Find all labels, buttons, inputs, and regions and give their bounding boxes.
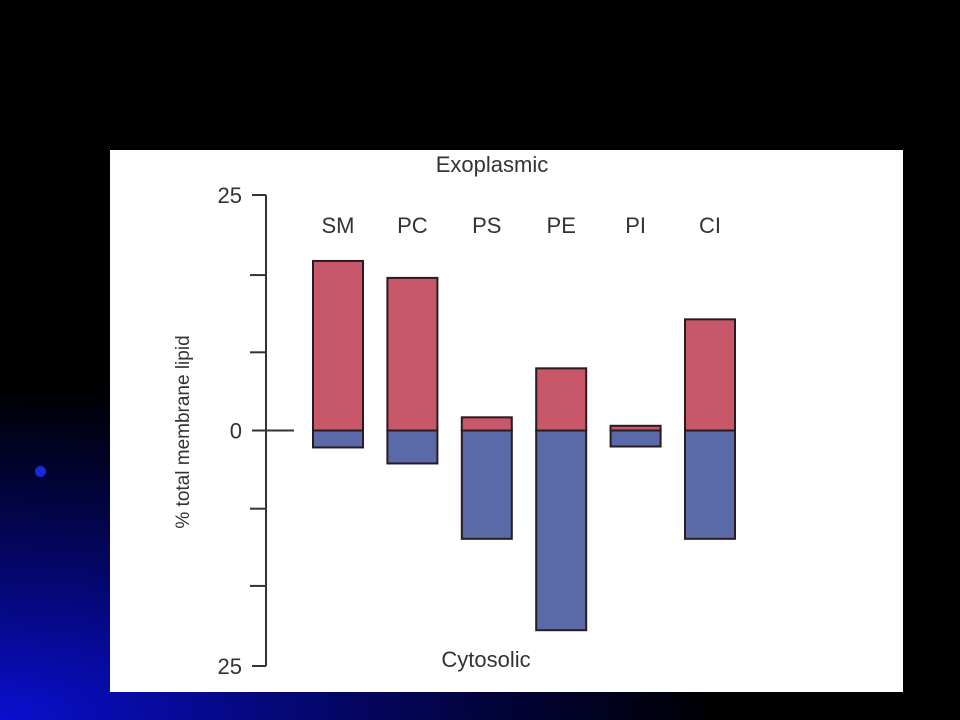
category-label-ci: CI xyxy=(699,213,721,238)
bar-cytosolic-ps xyxy=(460,429,513,540)
bar-cytosolic-ci xyxy=(684,429,736,540)
bar-cytosolic-sm xyxy=(312,429,364,449)
y-ticks-group: 25 0 25 xyxy=(218,183,294,679)
bar-exoplasmic-sm xyxy=(312,259,364,432)
category-label-pi: PI xyxy=(625,213,646,238)
category-label-ps: PS xyxy=(472,213,501,238)
exoplasmic-label: Exoplasmic xyxy=(436,152,548,177)
y-axis-label: % total membrane lipid xyxy=(173,335,194,528)
bar-cytosolic-pc xyxy=(386,429,439,465)
cytosolic-label: Cytosolic xyxy=(441,647,530,672)
bullet-dot xyxy=(35,466,46,477)
category-label-sm: SM xyxy=(322,213,355,238)
y-tick-label: 25 xyxy=(218,183,242,208)
category-label-pc: PC xyxy=(397,213,428,238)
y-tick-label: 25 xyxy=(218,654,242,679)
labels-group: Exoplasmic Cytosolic % total membrane li… xyxy=(173,152,548,672)
bar-exoplasmic-ps xyxy=(460,416,513,432)
y-tick-label: 0 xyxy=(230,419,242,444)
category-label-pe: PE xyxy=(547,213,576,238)
bar-exoplasmic-pe xyxy=(535,367,588,432)
bar-exoplasmic-ci xyxy=(684,318,736,432)
bar-exoplasmic-pc xyxy=(386,276,439,432)
bar-cytosolic-pi xyxy=(609,429,662,448)
bars-group: SM PC PS PE PI CI xyxy=(312,213,736,632)
bar-cytosolic-pe xyxy=(535,429,588,632)
